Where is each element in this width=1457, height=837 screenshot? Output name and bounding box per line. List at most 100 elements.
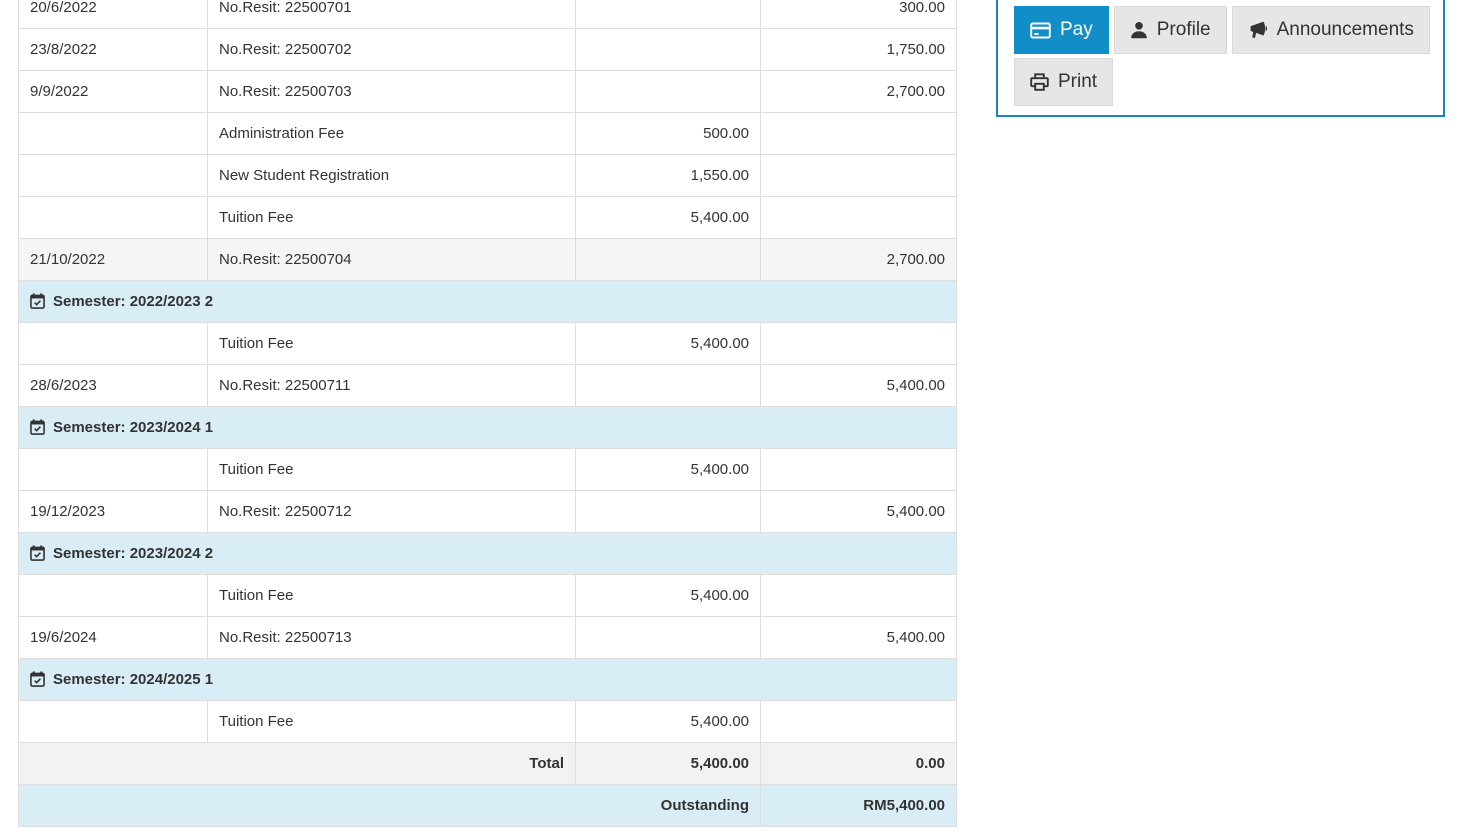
date-cell: 9/9/2022 bbox=[18, 70, 208, 113]
table-row: Tuition Fee 5,400.00 bbox=[18, 700, 957, 743]
calendar-check-icon bbox=[30, 293, 45, 309]
payment-amount-cell: 2,700.00 bbox=[760, 70, 957, 113]
description-cell: Tuition Fee bbox=[207, 196, 576, 239]
description-cell: No.Resit: 22500703 bbox=[207, 70, 576, 113]
description-cell: No.Resit: 22500704 bbox=[207, 238, 576, 281]
fee-table-body: 20/6/2022 No.Resit: 22500701 300.00 23/8/20… bbox=[18, 0, 957, 827]
payment-amount-cell bbox=[760, 322, 957, 365]
semester-header-row: Semester: 2024/2025 1 bbox=[18, 658, 957, 701]
pay-button-label: Pay bbox=[1060, 19, 1093, 40]
semester-header-row: Semester: 2022/2023 2 bbox=[18, 280, 957, 323]
table-row: 28/6/2023 No.Resit: 22500711 5,400.00 bbox=[18, 364, 957, 407]
semester-header-row: Semester: 2023/2024 2 bbox=[18, 532, 957, 575]
date-cell bbox=[18, 700, 208, 743]
announcements-button-label: Announcements bbox=[1276, 19, 1414, 40]
profile-button[interactable]: Profile bbox=[1113, 6, 1227, 54]
description-cell: Administration Fee bbox=[207, 112, 576, 155]
description-cell: New Student Registration bbox=[207, 154, 576, 197]
table-row: 19/6/2024 No.Resit: 22500713 5,400.00 bbox=[18, 616, 957, 659]
semester-header-cell: Semester: 2023/2024 1 bbox=[18, 406, 957, 449]
actions-row-2: Print bbox=[1014, 58, 1443, 106]
table-row: Tuition Fee 5,400.00 bbox=[18, 574, 957, 617]
actions-row-1: Pay Profile Announcements bbox=[1014, 6, 1443, 54]
total-payment-cell: 0.00 bbox=[760, 742, 957, 785]
charge-amount-cell: 500.00 bbox=[575, 112, 761, 155]
total-row: Total 5,400.00 0.00 bbox=[18, 742, 957, 785]
table-row: Tuition Fee 5,400.00 bbox=[18, 448, 957, 491]
profile-button-label: Profile bbox=[1156, 19, 1211, 40]
table-row: New Student Registration 1,550.00 bbox=[18, 154, 957, 197]
calendar-check-icon bbox=[30, 419, 45, 435]
description-cell: No.Resit: 22500713 bbox=[207, 616, 576, 659]
actions-panel: Pay Profile Announcements bbox=[996, 0, 1445, 117]
description-cell: Tuition Fee bbox=[207, 700, 576, 743]
payment-amount-cell bbox=[760, 574, 957, 617]
charge-amount-cell: 5,400.00 bbox=[575, 574, 761, 617]
table-row: 9/9/2022 No.Resit: 22500703 2,700.00 bbox=[18, 70, 957, 113]
date-cell bbox=[18, 196, 208, 239]
description-cell: No.Resit: 22500712 bbox=[207, 490, 576, 533]
print-button[interactable]: Print bbox=[1014, 58, 1114, 106]
fee-statement-table: 20/6/2022 No.Resit: 22500701 300.00 23/8/20… bbox=[18, 0, 957, 827]
payment-amount-cell: 5,400.00 bbox=[760, 364, 957, 407]
date-cell bbox=[18, 574, 208, 617]
semester-header-cell: Semester: 2023/2024 2 bbox=[18, 532, 957, 575]
announcements-button[interactable]: Announcements bbox=[1231, 6, 1430, 54]
payment-amount-cell bbox=[760, 448, 957, 491]
description-cell: Tuition Fee bbox=[207, 574, 576, 617]
date-cell: 20/6/2022 bbox=[18, 0, 208, 29]
date-cell bbox=[18, 154, 208, 197]
charge-amount-cell bbox=[575, 364, 761, 407]
total-label-cell: Total bbox=[18, 742, 576, 785]
user-icon bbox=[1130, 21, 1148, 39]
description-cell: Tuition Fee bbox=[207, 448, 576, 491]
charge-amount-cell: 5,400.00 bbox=[575, 700, 761, 743]
table-row: 19/12/2023 No.Resit: 22500712 5,400.00 bbox=[18, 490, 957, 533]
payment-amount-cell bbox=[760, 700, 957, 743]
semester-label: Semester: 2023/2024 2 bbox=[53, 545, 214, 562]
date-cell: 19/6/2024 bbox=[18, 616, 208, 659]
table-row: 20/6/2022 No.Resit: 22500701 300.00 bbox=[18, 0, 957, 29]
payment-amount-cell: 1,750.00 bbox=[760, 28, 957, 71]
table-row: Tuition Fee 5,400.00 bbox=[18, 196, 957, 239]
charge-amount-cell: 5,400.00 bbox=[575, 448, 761, 491]
charge-amount-cell bbox=[575, 28, 761, 71]
date-cell bbox=[18, 448, 208, 491]
semester-label: Semester: 2022/2023 2 bbox=[53, 293, 214, 310]
date-cell: 21/10/2022 bbox=[18, 238, 208, 281]
pay-button[interactable]: Pay bbox=[1014, 6, 1109, 54]
payment-amount-cell: 300.00 bbox=[760, 0, 957, 29]
date-cell: 19/12/2023 bbox=[18, 490, 208, 533]
payment-amount-cell: 5,400.00 bbox=[760, 616, 957, 659]
payment-amount-cell bbox=[760, 154, 957, 197]
semester-header-cell: Semester: 2022/2023 2 bbox=[18, 280, 957, 323]
charge-amount-cell bbox=[575, 616, 761, 659]
credit-card-icon bbox=[1030, 22, 1051, 39]
payment-amount-cell: 5,400.00 bbox=[760, 490, 957, 533]
table-row: Administration Fee 500.00 bbox=[18, 112, 957, 155]
bullhorn-icon bbox=[1248, 21, 1268, 39]
payment-amount-cell: 2,700.00 bbox=[760, 238, 957, 281]
table-row: Tuition Fee 5,400.00 bbox=[18, 322, 957, 365]
charge-amount-cell bbox=[575, 238, 761, 281]
semester-label: Semester: 2023/2024 1 bbox=[53, 419, 214, 436]
table-row: 23/8/2022 No.Resit: 22500702 1,750.00 bbox=[18, 28, 957, 71]
charge-amount-cell: 5,400.00 bbox=[575, 322, 761, 365]
date-cell: 28/6/2023 bbox=[18, 364, 208, 407]
table-row: 21/10/2022 No.Resit: 22500704 2,700.00 bbox=[18, 238, 957, 281]
charge-amount-cell bbox=[575, 0, 761, 29]
charge-amount-cell: 5,400.00 bbox=[575, 196, 761, 239]
total-charge-cell: 5,400.00 bbox=[575, 742, 761, 785]
print-icon bbox=[1030, 73, 1049, 91]
outstanding-row: Outstanding RM5,400.00 bbox=[18, 784, 957, 827]
fee-statement-table-container: 20/6/2022 No.Resit: 22500701 300.00 23/8/20… bbox=[18, 0, 957, 827]
date-cell: 23/8/2022 bbox=[18, 28, 208, 71]
payment-amount-cell bbox=[760, 196, 957, 239]
charge-amount-cell: 1,550.00 bbox=[575, 154, 761, 197]
description-cell: No.Resit: 22500702 bbox=[207, 28, 576, 71]
description-cell: Tuition Fee bbox=[207, 322, 576, 365]
payment-amount-cell bbox=[760, 112, 957, 155]
date-cell bbox=[18, 112, 208, 155]
date-cell bbox=[18, 322, 208, 365]
